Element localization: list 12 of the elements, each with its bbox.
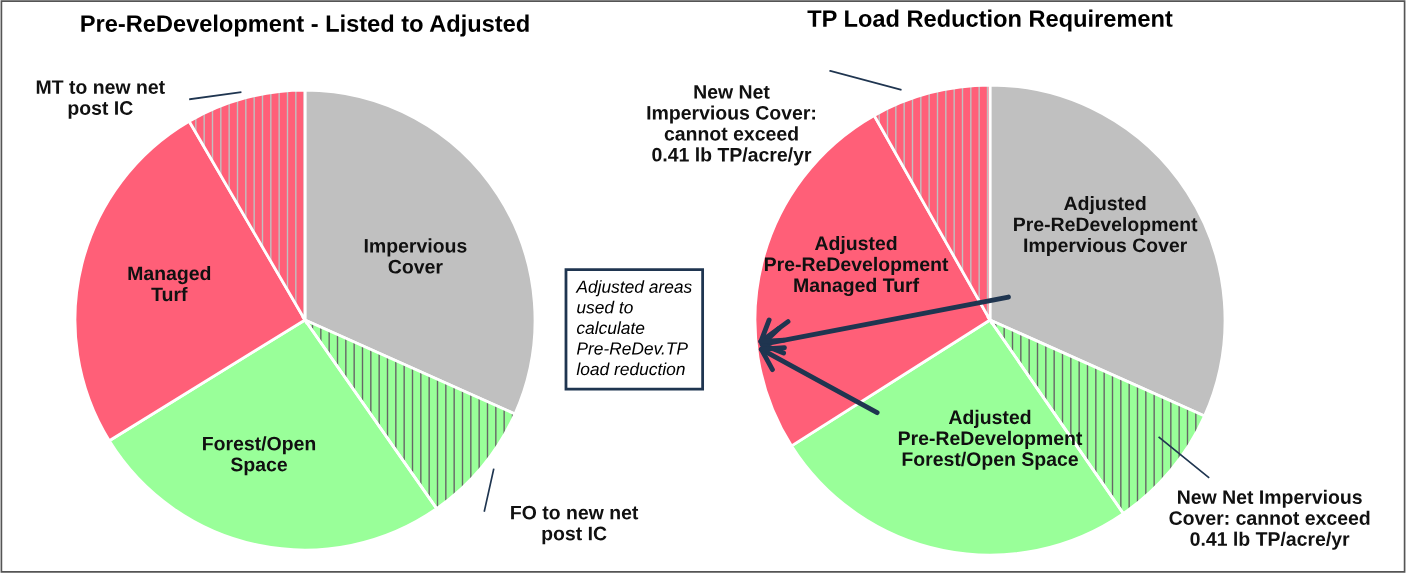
- slice-label: New Net Impervious Cover: cannot exceed 0.41 lb TP/acre/yr: [647, 85, 815, 166]
- slice-label: MT to new net post IC: [36, 80, 165, 119]
- chart-title: Pre-ReDevelopment - Listed to Adjusted: [81, 14, 529, 37]
- slice-label: Impervious Cover: [364, 238, 467, 274]
- slice-label: Managed Turf: [128, 265, 211, 302]
- chart-title: TP Load Reduction Requirement: [807, 9, 1173, 32]
- slice-label: Adjusted Pre-ReDevelopment Managed Turf: [764, 235, 949, 296]
- text: Adjusted areas used to calculate Pre-ReDev.TP load reduction: [575, 280, 692, 376]
- slice-label: New Net Impervious Cover: cannot exceed 0.41 lb TP/acre/yr: [1169, 489, 1370, 550]
- slice-label: Adjusted Pre-ReDevelopment Impervious Cover: [1014, 195, 1198, 257]
- slice-label: Forest/Open Space: [203, 436, 316, 476]
- slice-label: FO to new net post IC: [511, 505, 639, 545]
